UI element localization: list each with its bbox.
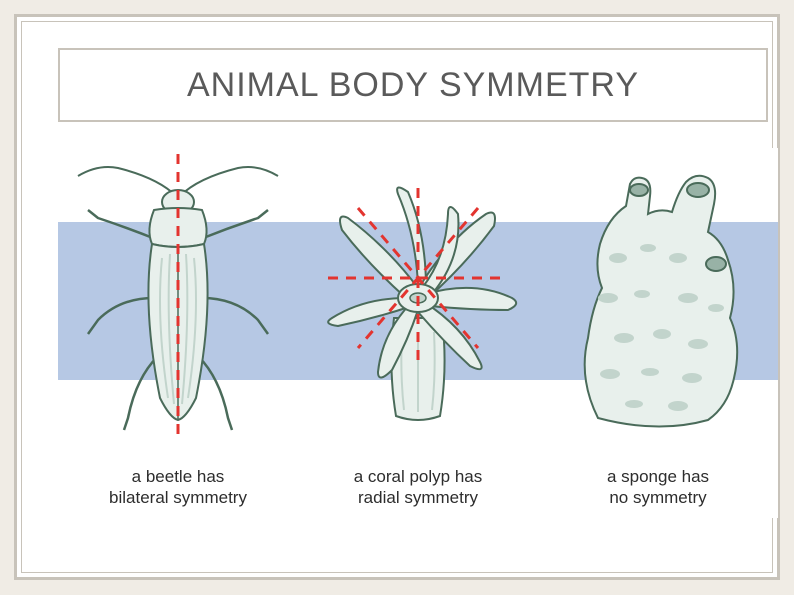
caption-polyp: a coral polyp has radial symmetry: [298, 466, 538, 509]
caption-line: no symmetry: [609, 488, 706, 507]
caption-line: radial symmetry: [358, 488, 478, 507]
slide-title: ANIMAL BODY SYMMETRY: [187, 66, 639, 105]
polyp-illustration: [298, 148, 538, 448]
slide-inner-frame: ANIMAL BODY SYMMETRY: [21, 21, 773, 573]
caption-line: a beetle has: [132, 467, 225, 486]
caption-line: a sponge has: [607, 467, 709, 486]
panel-sponge: a sponge has no symmetry: [538, 148, 778, 518]
caption-line: a coral polyp has: [354, 467, 483, 486]
caption-sponge: a sponge has no symmetry: [538, 466, 778, 509]
slide-outer-frame: ANIMAL BODY SYMMETRY: [14, 14, 780, 580]
caption-beetle: a beetle has bilateral symmetry: [58, 466, 298, 509]
beetle-illustration: [58, 148, 298, 448]
sponge-illustration: [538, 148, 778, 448]
panel-beetle: a beetle has bilateral symmetry: [58, 148, 298, 518]
caption-line: bilateral symmetry: [109, 488, 247, 507]
figure-area: a beetle has bilateral symmetry: [58, 148, 778, 518]
title-box: ANIMAL BODY SYMMETRY: [58, 48, 768, 122]
panel-polyp: a coral polyp has radial symmetry: [298, 148, 538, 518]
